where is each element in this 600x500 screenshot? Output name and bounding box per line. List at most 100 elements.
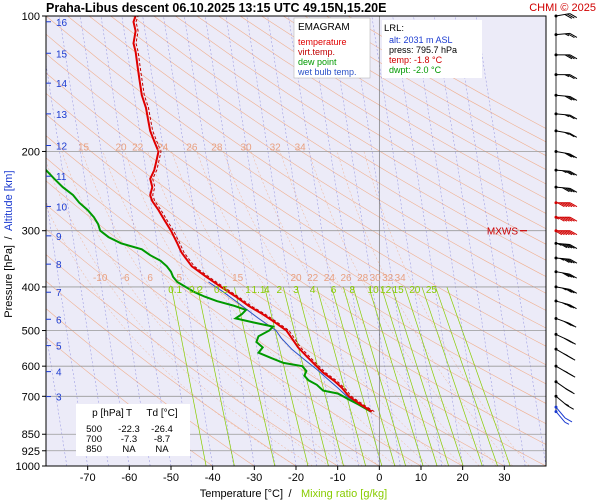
- wind-barb-flag: [569, 244, 578, 249]
- chart-title: Praha-Libus descent 06.10.2025 13:15 UTC…: [46, 1, 386, 15]
- mixing-ratio-label: 8: [349, 285, 355, 296]
- wind-barb: [554, 185, 578, 193]
- theta-label: 20: [115, 142, 127, 153]
- mixing-ratio-label: 0.2: [189, 285, 203, 296]
- table-cell: -26.4: [151, 424, 173, 435]
- wind-barb-flag: [559, 216, 568, 222]
- theta-label: 34: [295, 142, 307, 153]
- mixing-ratio-line: [296, 286, 344, 466]
- dry-adiabat-line: [132, 16, 546, 277]
- theta-label: 22: [132, 142, 144, 153]
- wind-barb-dot: [554, 73, 558, 77]
- y-tick-label: 100: [22, 11, 40, 23]
- y-axis-title-pressure: Pressure [hPa]: [3, 245, 15, 318]
- mixing-ratio-label: 3: [293, 285, 299, 296]
- wind-barb-flag: [569, 273, 578, 279]
- mixing-ratio-label: 25: [426, 285, 438, 296]
- wind-barb-flag: [562, 258, 570, 264]
- x-axis-title-sep: /: [288, 488, 292, 500]
- theta-label: -6: [121, 273, 130, 284]
- wind-barb: [554, 201, 578, 208]
- wind-barb-dot: [554, 185, 558, 189]
- wind-barb: [554, 149, 578, 159]
- wind-barb-flag: [567, 187, 575, 193]
- wind-barb-flag: [569, 13, 578, 19]
- mixing-ratio-line: [264, 286, 309, 466]
- wind-barb-flag: [562, 187, 570, 193]
- lrl-box: [382, 20, 482, 78]
- lrl-alt: alt: 2031 m ASL: [389, 35, 453, 45]
- dry-adiabat-line: [110, 16, 546, 294]
- theta-label: 24: [324, 273, 336, 284]
- wind-barb: [554, 410, 570, 425]
- wind-barb-dot: [554, 201, 558, 205]
- altitude-tick-label: 13: [56, 110, 68, 121]
- virt-temp-line: [135, 16, 375, 413]
- x-axis-title-mix: Mixing ratio [g/kg]: [301, 488, 387, 500]
- plot-labels: 15 20 22 24 26 28 30 32 34-10 -6 6 5 15 20 22 24 26 28 30 3…: [78, 142, 437, 295]
- wind-barb: [554, 32, 578, 39]
- wind-barb-dot: [554, 241, 558, 245]
- wind-barb-flag: [569, 32, 578, 38]
- y-axis-title-alt: Altitude [km]: [3, 170, 15, 231]
- wind-barb-flag: [566, 303, 575, 309]
- wind-barb-dot: [554, 332, 558, 336]
- wind-barb: [554, 241, 578, 249]
- moist-adiabat-line: [251, 151, 463, 466]
- wind-barb-flag: [567, 153, 575, 158]
- x-tick-label: 20: [457, 472, 469, 484]
- wind-barb-flag: [569, 258, 578, 264]
- moist-adiabat-line: [147, 151, 397, 466]
- altitude-tick-label: 9: [56, 232, 62, 243]
- wind-barb-flag: [569, 187, 578, 193]
- wind-barb-half-flag: [564, 74, 570, 78]
- wind-barb-flag: [564, 417, 573, 423]
- mixing-ratio-label: 1.1: [252, 285, 266, 296]
- wind-barb-flag: [569, 304, 577, 310]
- x-tick-label: -20: [288, 472, 304, 484]
- y-tick-label: 400: [22, 282, 40, 294]
- wind-barb-flag: [564, 321, 572, 326]
- dry-adiabat-line: [196, 16, 546, 230]
- table-header: p [hPa]: [92, 408, 124, 419]
- wind-barb-half-flag: [563, 353, 568, 357]
- table-cell: NA: [155, 444, 169, 455]
- wind-barb: [554, 168, 578, 176]
- mixing-ratio-line: [197, 286, 235, 466]
- wind-barb-dot: [554, 299, 558, 303]
- mixing-ratio-label: 0.1: [168, 285, 182, 296]
- wind-barb-flag: [569, 288, 578, 294]
- theta-label: 6: [147, 273, 153, 284]
- theta-label: 30: [370, 273, 382, 284]
- wind-barb: [554, 129, 578, 138]
- theta-label: -10: [93, 273, 108, 284]
- table-header: T: [126, 408, 132, 419]
- theta-label: 28: [211, 142, 223, 153]
- x-tick-label: 10: [415, 472, 427, 484]
- wind-barb-dot: [554, 380, 558, 384]
- mixing-ratio-label: 0.5: [214, 285, 228, 296]
- wind-barb-flag: [562, 202, 570, 208]
- wind-barb-flag: [567, 288, 575, 294]
- wind-barb-dot: [554, 112, 558, 116]
- wind-barb-dot: [554, 93, 558, 97]
- y-axis-title-sep: /: [3, 236, 15, 240]
- mixing-ratio-label: 4: [310, 285, 316, 296]
- dry-adiabat-line: [153, 16, 546, 261]
- wind-barb-dot: [554, 316, 558, 320]
- wind-barb: [554, 347, 576, 361]
- wind-barb-flag: [569, 132, 578, 138]
- wind-barb-shaft: [555, 411, 566, 423]
- moist-adiabat-line: [196, 151, 430, 466]
- wind-barb-flag: [567, 230, 575, 236]
- altitude-tick-label: 16: [56, 18, 68, 29]
- wind-barb: [554, 53, 578, 60]
- moist-adiabat-line: [102, 151, 363, 466]
- wind-barb-flag: [557, 202, 565, 208]
- theta-label: 32: [270, 142, 282, 153]
- x-tick-label: -60: [121, 472, 137, 484]
- wind-barb-flag: [564, 152, 573, 158]
- wind-barb-dot: [554, 410, 558, 414]
